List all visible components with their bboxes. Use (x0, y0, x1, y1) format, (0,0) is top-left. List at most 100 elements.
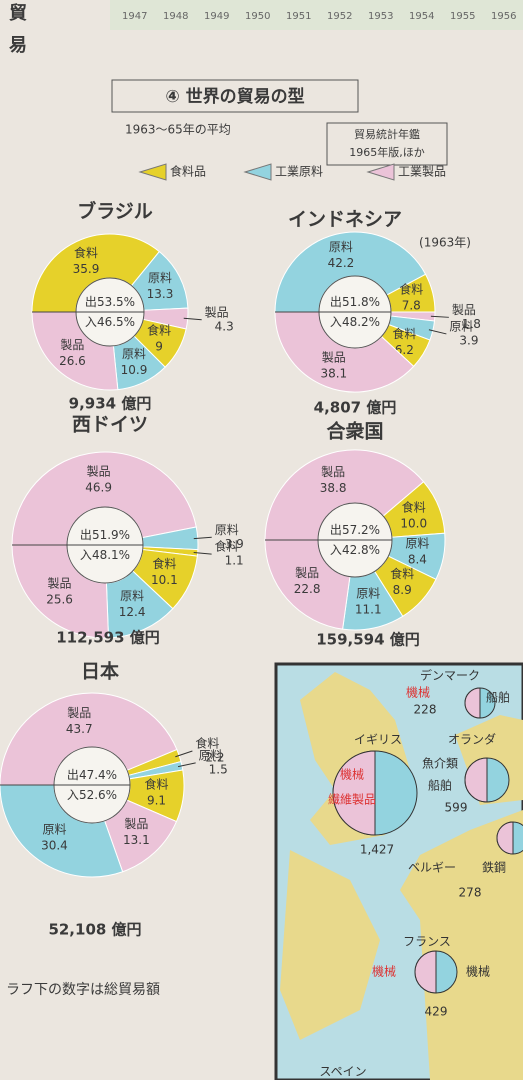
legend-label: 工業製品 (398, 165, 446, 179)
segment-name: 製品 (322, 350, 346, 364)
map-label: オランダ (448, 732, 496, 747)
unit: % (369, 523, 380, 537)
map-label: 機械 (466, 964, 490, 979)
import-label: 入 (330, 543, 342, 557)
subtitle: 1963～65年の平均 (125, 123, 231, 137)
map-label: 278 (459, 886, 482, 900)
segment-value: 22.8 (294, 582, 321, 596)
map-land (400, 810, 523, 1080)
chart-title: 日本 (81, 660, 119, 683)
segment-name: 食料 (392, 326, 416, 341)
segment-value: 10.0 (400, 516, 427, 530)
import-value: 46.5 (97, 315, 124, 329)
segment-name: 食料 (145, 776, 169, 791)
segment-name: 食料 (399, 281, 423, 296)
leader-line (183, 317, 202, 321)
segment-name: 食料 (390, 566, 414, 581)
center-import: 入52.6% (67, 788, 117, 802)
map-pie-part (464, 757, 488, 803)
legend-swatch (138, 163, 167, 181)
segment-value: 3.9 (225, 537, 244, 551)
total-trade: 112,593 億円 (56, 629, 160, 647)
segment-value: 10.9 (121, 363, 148, 377)
segment-name: 原料 (356, 587, 380, 601)
leader-line (177, 762, 196, 768)
map-label: スペイン (319, 1065, 366, 1079)
header-year: 1950 (245, 11, 270, 22)
segment-name: 原料 (405, 536, 429, 550)
import-value: 48.1 (92, 548, 119, 562)
segment-name: 食料 (152, 556, 176, 571)
segment-name: 製品 (48, 577, 72, 591)
unit: % (106, 768, 117, 782)
side-label: 貿 (9, 2, 27, 24)
header-year: 1956 (491, 11, 516, 22)
export-value: 51.9 (92, 528, 119, 542)
map-land (280, 850, 380, 1040)
leader-line (428, 329, 447, 335)
segment-name: 食料 (215, 539, 239, 554)
export-value: 53.5 (97, 295, 124, 309)
legend-label: 工業原料 (275, 165, 323, 179)
segment-name: 製品 (321, 465, 345, 479)
import-value: 48.2 (342, 315, 369, 329)
map-label: 機械 (340, 767, 364, 782)
segment-value: 7.8 (402, 298, 421, 312)
segment-name: 製品 (124, 817, 148, 831)
segment-value: 25.6 (46, 593, 73, 607)
segment-name: 製品 (452, 303, 476, 317)
leader-line (193, 536, 212, 540)
segment-value: 38.8 (320, 481, 347, 495)
export-label: 出 (85, 295, 97, 309)
center-import: 入46.5% (85, 315, 135, 329)
export-label: 出 (330, 523, 342, 537)
segment-name: 製品 (67, 706, 91, 720)
header-year: 1952 (327, 11, 352, 22)
source-line: 1965年版,ほか (349, 145, 425, 159)
export-value: 51.8 (342, 295, 369, 309)
segment-value: 4.3 (215, 319, 234, 333)
segment-name: 原料 (215, 523, 239, 537)
center-export: 出51.8% (330, 295, 380, 309)
segment-name: 原料 (122, 347, 146, 361)
export-label: 出 (330, 295, 342, 309)
segment-value: 13.1 (123, 833, 150, 847)
source-box (326, 122, 448, 166)
map-label: 機械 (406, 685, 430, 700)
center-export: 出51.9% (80, 528, 130, 542)
segment-value: 12.4 (119, 605, 146, 619)
unit: % (119, 528, 130, 542)
center-import: 入42.8% (330, 543, 380, 557)
import-value: 52.6 (79, 788, 106, 802)
chart-title: 西ドイツ (72, 414, 148, 436)
segment-value: 1.1 (225, 554, 244, 568)
segment-value: 9.1 (147, 793, 166, 807)
segment-value: 9 (155, 339, 163, 353)
segment-name: 食料 (147, 322, 171, 337)
segment-name: 原料 (329, 240, 353, 254)
map-pie-part (464, 687, 481, 719)
export-label: 出 (67, 768, 79, 782)
leader-line (430, 315, 449, 318)
segment-value: 11.1 (355, 603, 382, 617)
side-label: 易 (9, 35, 27, 56)
chart-title: ブラジル (77, 200, 153, 223)
unit: % (369, 543, 380, 557)
segment-value: 10.1 (151, 573, 178, 587)
segment-value: 46.9 (85, 480, 112, 494)
map-label: フランス (403, 935, 451, 949)
map-pie-part (332, 750, 376, 836)
segment-value: 8.9 (393, 583, 412, 597)
unit: % (119, 548, 130, 562)
header-year: 1948 (163, 11, 188, 22)
center-import: 入48.2% (330, 315, 380, 329)
segment-value: 2.2 (205, 750, 224, 764)
unit: % (106, 788, 117, 802)
map-label: 魚介類 (422, 757, 458, 771)
map-label: 1,427 (360, 843, 394, 857)
total-trade: 159,594 億円 (316, 631, 420, 649)
segment-value: 26.6 (59, 354, 86, 368)
segment-name: 原料 (120, 589, 144, 603)
